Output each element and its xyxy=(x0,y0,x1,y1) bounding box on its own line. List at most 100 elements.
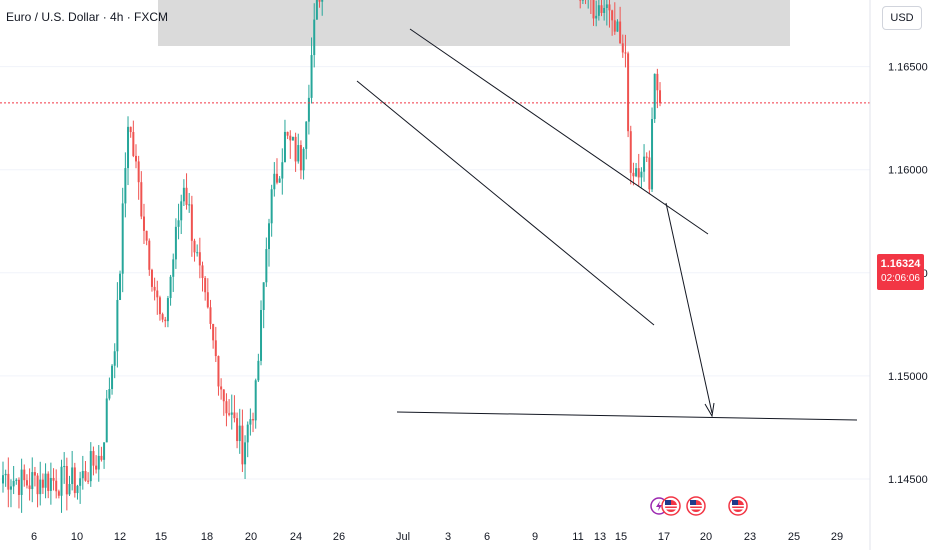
time-tick-label: 26 xyxy=(333,531,345,543)
time-tick-label: 11 xyxy=(572,531,583,543)
candle xyxy=(273,162,276,197)
candle xyxy=(587,0,589,9)
candle xyxy=(132,120,135,158)
candle xyxy=(635,162,638,178)
candle xyxy=(182,179,185,207)
candle xyxy=(611,9,614,36)
time-tick-label: 10 xyxy=(71,531,83,543)
candle xyxy=(254,378,257,429)
candle xyxy=(619,6,622,44)
candle xyxy=(600,0,603,17)
event-markers[interactable] xyxy=(650,496,748,516)
us-flag-icon[interactable] xyxy=(661,496,681,516)
candle xyxy=(140,171,143,220)
candle xyxy=(603,0,606,21)
candle xyxy=(217,355,220,396)
time-axis[interactable]: 6 10 12 15 18 20 24 26 Jul 3 6 9 11 13 15 17 20 23 25 29 xyxy=(31,531,843,543)
candle xyxy=(57,489,60,499)
candle xyxy=(148,238,151,276)
candle xyxy=(286,131,289,140)
candle xyxy=(294,132,297,172)
candle xyxy=(581,0,584,5)
candle xyxy=(608,0,611,28)
candle xyxy=(12,465,15,495)
candle xyxy=(310,37,313,104)
candle xyxy=(201,261,204,292)
candle xyxy=(225,393,228,427)
us-flag-icon[interactable] xyxy=(728,496,748,516)
candle xyxy=(116,282,119,368)
candle xyxy=(605,0,608,26)
resistance-zone-rect xyxy=(158,0,790,46)
candle xyxy=(119,270,122,301)
candle xyxy=(198,237,201,279)
candle xyxy=(579,0,582,9)
candle xyxy=(260,300,263,366)
candle xyxy=(597,0,600,21)
candle xyxy=(145,230,148,246)
candle xyxy=(627,51,630,138)
candle xyxy=(150,268,153,292)
candle xyxy=(590,0,592,14)
candle xyxy=(305,121,308,160)
candle xyxy=(321,0,324,16)
candle xyxy=(307,84,310,135)
candle xyxy=(31,457,34,503)
candle xyxy=(103,442,106,469)
candle xyxy=(621,34,624,58)
time-tick-label: Jul xyxy=(396,531,410,543)
candle xyxy=(275,158,278,185)
candle xyxy=(44,463,47,499)
candle xyxy=(613,2,616,35)
candle xyxy=(185,173,188,210)
candle xyxy=(648,150,651,195)
price-tick-label: 1.15000 xyxy=(888,371,928,383)
us-flag-icon[interactable] xyxy=(686,496,706,516)
time-tick-label: 15 xyxy=(155,531,167,543)
price-tick-label: 1.14500 xyxy=(888,474,928,486)
candle xyxy=(25,474,28,489)
candle xyxy=(206,278,209,309)
candle xyxy=(222,389,225,416)
candle xyxy=(33,466,36,487)
candle xyxy=(49,462,52,505)
price-tick-label: 1.16500 xyxy=(888,62,928,74)
projection-arrow-head xyxy=(704,402,715,418)
candle xyxy=(230,394,233,430)
candle xyxy=(212,323,215,349)
candles xyxy=(2,0,662,513)
candle xyxy=(7,457,10,508)
candle xyxy=(84,461,87,482)
candle xyxy=(164,316,167,328)
time-tick-label: 25 xyxy=(788,531,800,543)
candle xyxy=(28,468,31,501)
bar-countdown: 02:06:06 xyxy=(881,273,920,284)
candle xyxy=(315,0,318,20)
candle xyxy=(166,295,169,328)
candle xyxy=(41,473,44,494)
projection-arrow-line xyxy=(665,202,713,414)
candle xyxy=(281,148,284,195)
candle xyxy=(142,203,145,244)
candle xyxy=(188,192,191,213)
currency-button[interactable]: USD xyxy=(882,6,922,30)
time-tick-label: 15 xyxy=(615,531,627,543)
candle xyxy=(204,276,207,301)
candle xyxy=(111,364,114,395)
candle xyxy=(124,152,127,218)
candle xyxy=(73,462,76,498)
symbol-title[interactable]: Euro / U.S. Dollar · 4h · FXCM xyxy=(6,10,169,24)
time-tick-label: 17 xyxy=(658,531,670,543)
candle xyxy=(244,435,247,480)
time-tick-label: 13 xyxy=(594,531,606,543)
candle xyxy=(174,218,177,269)
price-tick-label: 1.16000 xyxy=(888,165,928,177)
candle xyxy=(63,452,66,484)
candle xyxy=(190,195,193,257)
candle xyxy=(92,446,95,476)
candle xyxy=(297,133,300,164)
candle xyxy=(238,408,241,454)
candle xyxy=(291,136,294,141)
